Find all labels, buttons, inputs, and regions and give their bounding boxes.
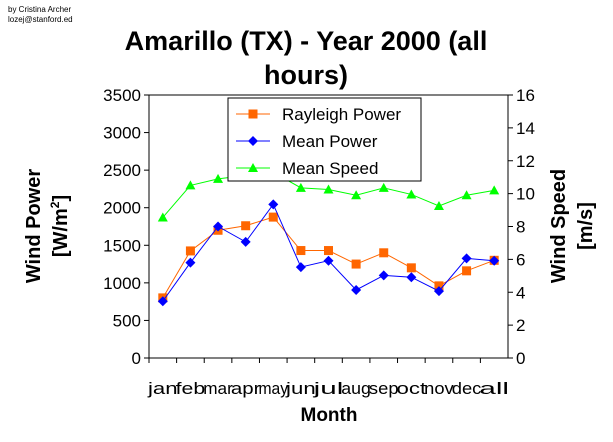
mean-speed-point bbox=[323, 184, 334, 194]
mean-speed-point bbox=[157, 212, 168, 222]
x-tick-label: jan bbox=[147, 379, 178, 398]
rayleigh-power-point bbox=[296, 246, 306, 256]
x-tick-label: mar bbox=[203, 379, 233, 398]
rayleigh-power-point bbox=[462, 266, 472, 276]
y-tick-label: 0 bbox=[132, 349, 141, 368]
mean-power-point bbox=[433, 286, 444, 297]
legend bbox=[227, 97, 422, 182]
mean-speed-point bbox=[433, 200, 444, 210]
y2-tick-label: 14 bbox=[516, 119, 535, 138]
x-tick-label: apr bbox=[231, 379, 261, 398]
x-tick-label: all bbox=[479, 379, 509, 398]
mean-power-point bbox=[157, 296, 168, 307]
x-tick-label: jul bbox=[312, 379, 343, 398]
y2-axis-title: Wind Speed bbox=[548, 169, 570, 283]
mean-power-point bbox=[185, 257, 196, 268]
chart-title-line2: hours) bbox=[264, 60, 348, 90]
y-tick-label: 1500 bbox=[103, 236, 141, 255]
y2-tick-label: 12 bbox=[516, 152, 535, 171]
mean-power-point bbox=[351, 284, 362, 295]
x-tick-label: jun bbox=[285, 379, 316, 398]
mean-power-point bbox=[240, 236, 251, 247]
y2-axis-title-units: [m/s] bbox=[575, 202, 597, 250]
y2-tick-label: 4 bbox=[516, 283, 525, 302]
y-tick-label: 500 bbox=[113, 311, 141, 330]
y-axis-title: Wind Power bbox=[23, 169, 45, 283]
mean-speed-point bbox=[406, 189, 417, 199]
y-tick-label: 1000 bbox=[103, 274, 141, 293]
x-tick-label: nov bbox=[424, 379, 454, 398]
y2-tick-label: 0 bbox=[516, 349, 525, 368]
x-axis-title: Month bbox=[301, 405, 358, 426]
legend-marker-mean-speed bbox=[248, 163, 258, 172]
y-tick-label: 3000 bbox=[103, 124, 141, 143]
x-tick-label: oct bbox=[397, 379, 427, 398]
legend-label-rayleigh-power: Rayleigh Power bbox=[282, 105, 401, 124]
credit-author: by Cristina Archer bbox=[8, 5, 72, 14]
y-tick-label: 2000 bbox=[103, 199, 141, 218]
rayleigh-power-point bbox=[268, 212, 278, 222]
mean-speed-point bbox=[295, 182, 306, 192]
y2-tick-label: 16 bbox=[516, 86, 535, 105]
credit-email: lozej@stanford.ed bbox=[8, 15, 73, 24]
x-tick-label: aug bbox=[341, 379, 371, 398]
rayleigh-power-point bbox=[241, 221, 251, 231]
mean-speed-point bbox=[461, 190, 472, 200]
mean-speed-point bbox=[213, 173, 224, 183]
mean-power-point bbox=[406, 272, 417, 283]
mean-power-point bbox=[268, 199, 279, 210]
rayleigh-power-point bbox=[434, 281, 444, 291]
y2-tick-label: 6 bbox=[516, 250, 525, 269]
legend-label-mean-speed: Mean Speed bbox=[282, 159, 378, 178]
y2-tick-label: 10 bbox=[516, 185, 535, 204]
rayleigh-power-point bbox=[351, 259, 361, 269]
rayleigh-power-point bbox=[379, 248, 389, 258]
legend-marker-mean-power bbox=[248, 136, 258, 146]
mean-power-point bbox=[295, 262, 306, 273]
x-tick-label: sep bbox=[369, 379, 399, 398]
mean-power-point bbox=[378, 270, 389, 281]
rayleigh-power-point bbox=[406, 263, 416, 273]
mean-speed-point bbox=[489, 185, 500, 195]
mean-speed-point bbox=[351, 190, 362, 200]
x-tick-label: dec bbox=[452, 379, 482, 398]
y2-tick-label: 2 bbox=[516, 316, 525, 335]
y2-tick-label: 8 bbox=[516, 218, 525, 237]
legend-marker-rayleigh-power bbox=[248, 109, 258, 119]
x-tick-label: feb bbox=[176, 379, 206, 398]
y-tick-label: 3500 bbox=[103, 86, 141, 105]
legend-label-mean-power: Mean Power bbox=[282, 132, 378, 151]
mean-power-point bbox=[461, 253, 472, 264]
y-axis-title-units: [W/m2] bbox=[48, 195, 72, 257]
chart-title: Amarillo (TX) - Year 2000 (all bbox=[125, 26, 488, 56]
x-tick-label: may bbox=[258, 379, 288, 398]
rayleigh-power-point bbox=[324, 246, 333, 256]
mean-power-point bbox=[489, 255, 500, 266]
mean-speed-point bbox=[378, 182, 389, 192]
mean-speed-point bbox=[185, 180, 196, 190]
mean-power-point bbox=[213, 221, 224, 232]
y-tick-label: 2500 bbox=[103, 161, 141, 180]
rayleigh-power-point bbox=[185, 246, 195, 256]
mean-power-point bbox=[323, 255, 334, 266]
